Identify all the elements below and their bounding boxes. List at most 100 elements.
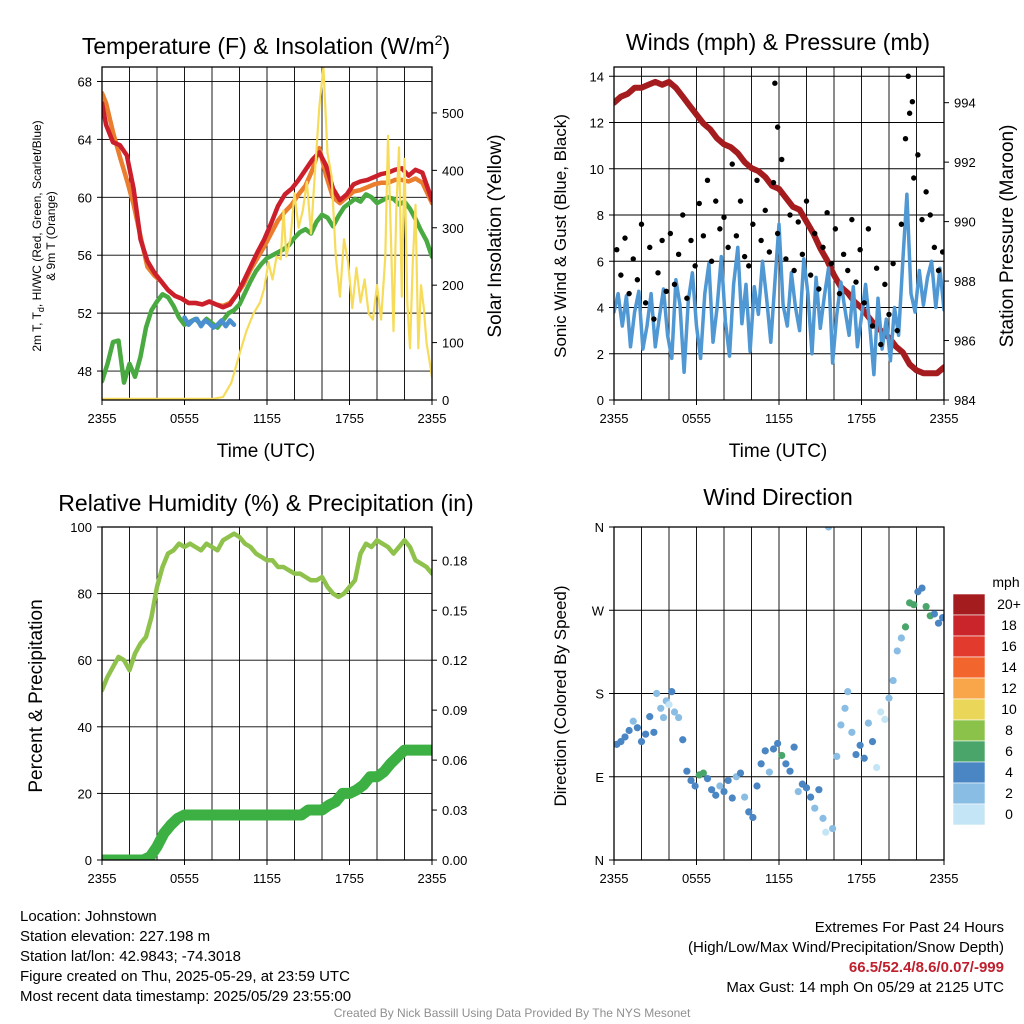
x-tick-label: 0555: [682, 411, 711, 426]
data-point: [939, 249, 944, 255]
direction-point: [860, 754, 868, 762]
direction-point: [922, 602, 930, 611]
direction-point: [934, 619, 943, 627]
data-point: [622, 235, 628, 241]
data-point: [923, 189, 929, 195]
legend-label: 4: [1005, 764, 1013, 780]
legend-swatch: [952, 698, 986, 721]
direction-point: [782, 760, 790, 768]
y2-tick-label: 984: [954, 393, 976, 408]
data-point: [713, 198, 719, 204]
station-location: Location: Johnstown: [20, 908, 157, 925]
data-point: [766, 249, 773, 255]
y-tick-label: 64: [78, 132, 92, 147]
y2-tick-label: 0.09: [442, 703, 467, 718]
legend-swatch: [952, 719, 986, 742]
data-point: [849, 216, 855, 223]
data-point: [878, 341, 884, 348]
data-point: [774, 230, 781, 237]
data-point: [787, 212, 793, 218]
direction-point: [665, 701, 673, 709]
y-tick-label: S: [595, 687, 604, 702]
direction-point: [837, 721, 845, 729]
direction-point: [769, 745, 778, 753]
y-tick-label: 14: [590, 69, 604, 84]
direction-point: [657, 704, 665, 712]
y-tick-label: 80: [78, 587, 92, 602]
direction-point: [910, 601, 918, 609]
direction-point: [653, 689, 661, 698]
direction-point: [675, 713, 683, 722]
y-tick-label: 6: [597, 254, 604, 269]
temp-y2label: Solar Insolation (Yellow): [485, 134, 506, 337]
humidity-panel: 0 20 40 60 80 100 0.00 0.03 0.06 0.09 0.12 0.15 0.18…: [70, 520, 467, 886]
direction-point: [844, 688, 852, 696]
data-point: [779, 156, 785, 163]
data-point: [634, 277, 641, 283]
x-tick-label: 2355: [418, 411, 447, 426]
x-tick-label: 0555: [682, 871, 711, 886]
direction-point: [679, 736, 687, 744]
legend-swatch: [952, 782, 986, 805]
y-tick-label: N: [595, 853, 604, 868]
y-tick-label: 20: [78, 786, 92, 801]
y-tick-label: 8: [597, 208, 604, 223]
direction-point: [807, 793, 815, 801]
data-point: [651, 316, 657, 322]
data-point: [655, 270, 661, 276]
y2-tick-label: 0.00: [442, 853, 467, 868]
data-point: [671, 281, 678, 288]
credit-line: Created By Nick Bassill Using Data Provi…: [333, 1006, 691, 1020]
legend-label: 2: [1005, 785, 1013, 801]
data-point: [816, 286, 822, 292]
data-point: [915, 152, 921, 158]
direction-point: [877, 708, 885, 716]
direction-point: [699, 769, 707, 777]
y2-tick-label: 200: [442, 278, 464, 293]
direction-point: [728, 794, 736, 802]
series-line: [614, 192, 944, 377]
station-latlon: Station lat/lon: 42.9843; -74.3018: [20, 948, 242, 965]
y-tick-label: 100: [70, 520, 92, 535]
y-tick-label: W: [592, 603, 605, 618]
data-point: [708, 258, 715, 264]
x-tick-label: 1155: [253, 411, 281, 426]
data-point: [750, 221, 756, 227]
direction-point: [621, 733, 629, 741]
data-point: [902, 135, 909, 142]
direction-point: [625, 726, 633, 735]
data-point: [667, 230, 674, 237]
temp-title: Temperature (F) & Insolation (W/m2): [82, 32, 450, 59]
direction-point: [633, 724, 641, 732]
wind-xlabel: Time (UTC): [729, 441, 828, 462]
data-point: [762, 207, 768, 214]
data-point: [772, 80, 778, 86]
direction-point: [848, 728, 856, 736]
y2-tick-label: 0.12: [442, 653, 467, 668]
direction-point: [691, 782, 699, 790]
data-point: [828, 260, 834, 267]
direction-point: [736, 769, 745, 777]
data-point: [791, 267, 797, 274]
dir-title: Wind Direction: [703, 484, 853, 510]
direction-point: [646, 713, 654, 721]
data-point: [824, 209, 830, 216]
data-point: [820, 244, 826, 251]
direction-point: [802, 784, 811, 792]
legend-label: 8: [1005, 722, 1013, 738]
data-point: [741, 253, 748, 260]
direction-point: [930, 610, 938, 618]
x-tick-label: 1155: [253, 871, 281, 886]
x-tick-label: 2355: [930, 411, 959, 426]
plot-area: [102, 531, 432, 860]
temp-ylabel-line2: & 9m T (Orange): [44, 191, 58, 281]
data-point: [812, 230, 818, 237]
y-tick-label: 4: [597, 301, 604, 316]
data-point: [905, 73, 911, 79]
x-tick-label: 2355: [88, 411, 117, 426]
series-line: [182, 315, 237, 330]
data-point: [803, 198, 810, 204]
x-tick-label: 1755: [335, 411, 364, 426]
direction-point: [864, 719, 872, 727]
plot-area: [614, 73, 944, 377]
